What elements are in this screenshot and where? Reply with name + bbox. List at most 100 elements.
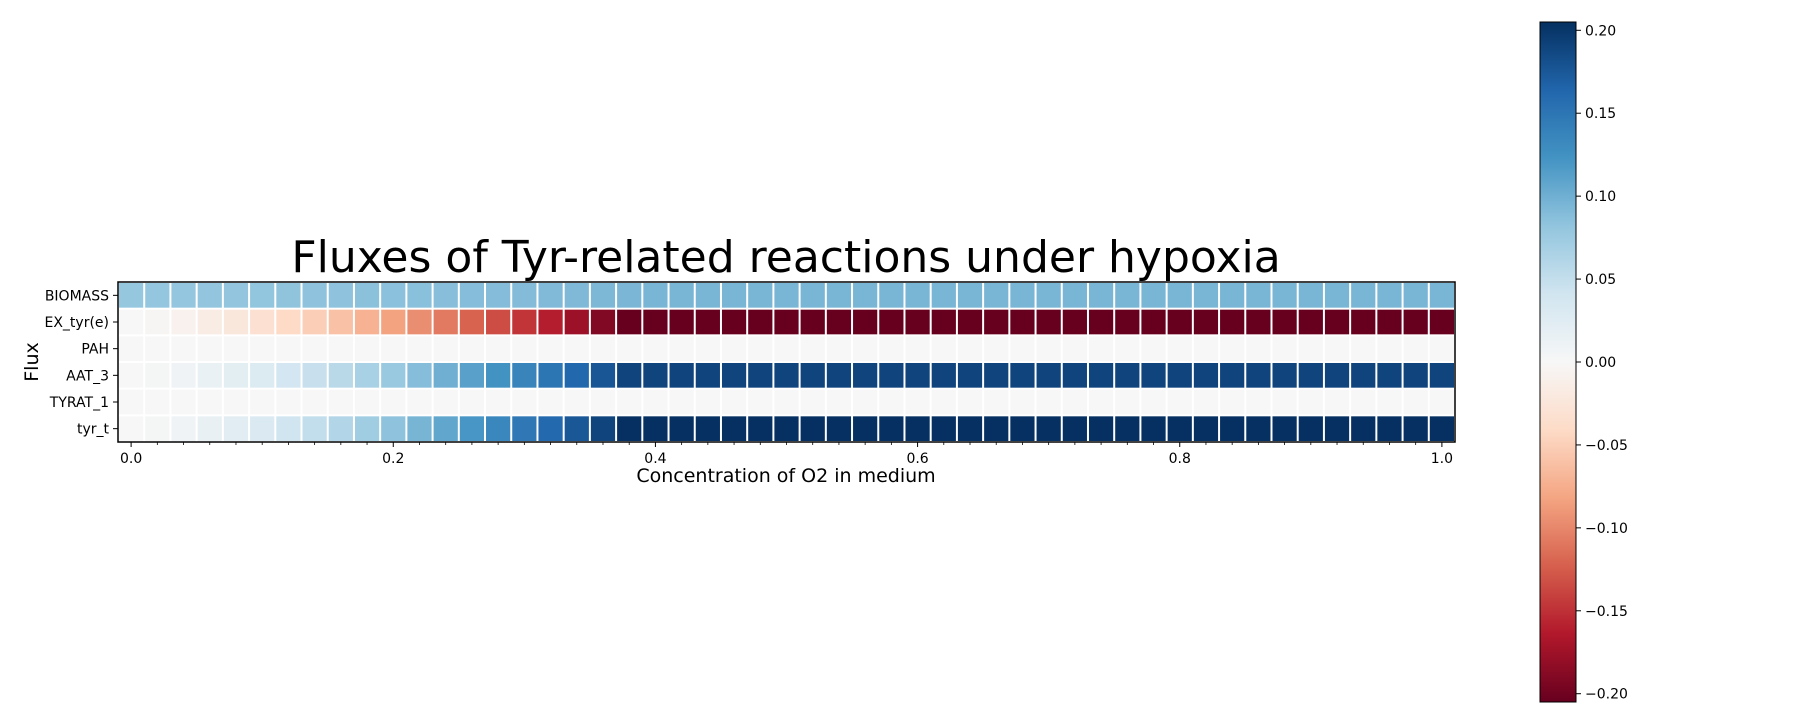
x-tick-label: 0.8 bbox=[1169, 451, 1191, 467]
heatmap-cell bbox=[1351, 363, 1376, 388]
heatmap-cell bbox=[328, 309, 353, 335]
heatmap-cell bbox=[1167, 336, 1192, 361]
x-axis-ticks: 0.0 0.2 0.4 0.6 0.8 1.0 bbox=[120, 442, 1453, 467]
heatmap-cell bbox=[354, 309, 380, 335]
heatmap-cell bbox=[381, 389, 406, 415]
heatmap-cell bbox=[1324, 363, 1350, 388]
heatmap-cell bbox=[774, 363, 799, 388]
heatmap-cell bbox=[1167, 389, 1192, 415]
heatmap-cell bbox=[459, 416, 485, 441]
heatmap-cell bbox=[905, 363, 930, 388]
heatmap-cell bbox=[748, 283, 773, 308]
heatmap-cell bbox=[1088, 309, 1114, 335]
heatmap-cell bbox=[905, 309, 930, 335]
heatmap-cell bbox=[774, 283, 799, 308]
colorbar bbox=[1539, 21, 1577, 703]
heatmap-cell bbox=[1429, 309, 1454, 335]
heatmap-cell bbox=[1403, 363, 1428, 388]
heatmap-cell bbox=[1429, 283, 1454, 308]
heatmap-cell bbox=[381, 363, 406, 388]
heatmap-cell bbox=[984, 416, 1009, 441]
heatmap-cell bbox=[407, 283, 432, 308]
heatmap-cell bbox=[826, 283, 852, 308]
heatmap-cell bbox=[512, 389, 537, 415]
heatmap-cell bbox=[1115, 309, 1140, 335]
heatmap-cell bbox=[879, 363, 904, 388]
heatmap-cell bbox=[1298, 336, 1323, 361]
heatmap-cell bbox=[564, 363, 589, 388]
heatmap-cell bbox=[748, 336, 773, 361]
heatmap-cell bbox=[486, 416, 511, 441]
heatmap-cell bbox=[1272, 389, 1297, 415]
heatmap-cell bbox=[1429, 416, 1454, 441]
heatmap-cell bbox=[302, 336, 327, 361]
heatmap-cell bbox=[512, 416, 537, 441]
heatmap-cell bbox=[1036, 309, 1061, 335]
heatmap-cell bbox=[1141, 416, 1166, 441]
heatmap-cell bbox=[302, 363, 327, 388]
heatmap-cell bbox=[119, 336, 144, 361]
x-tick-label: 0.0 bbox=[120, 451, 142, 467]
heatmap-cell bbox=[381, 416, 406, 441]
heatmap-cell bbox=[171, 416, 196, 441]
heatmap-cell bbox=[145, 389, 170, 415]
heatmap-cell bbox=[931, 309, 956, 335]
heatmap-cell bbox=[590, 336, 616, 361]
heatmap-cell bbox=[119, 416, 144, 441]
heatmap-cell bbox=[223, 283, 249, 308]
heatmap-cell bbox=[381, 283, 406, 308]
heatmap-cell bbox=[748, 363, 773, 388]
heatmap-cell bbox=[119, 389, 144, 415]
heatmap-cell bbox=[1220, 336, 1245, 361]
heatmap-cell bbox=[643, 283, 668, 308]
colorbar-tick-label: −0.15 bbox=[1585, 604, 1628, 620]
colorbar-ticks: 0.20 0.15 0.10 0.05 0.00 −0.05 −0.10 −0.15 −0.20 bbox=[1576, 23, 1628, 703]
heatmap-cell bbox=[957, 336, 983, 361]
heatmap-cell bbox=[984, 363, 1009, 388]
heatmap-cell bbox=[486, 309, 511, 335]
heatmap-cell bbox=[223, 416, 249, 441]
heatmap-cell bbox=[197, 283, 222, 308]
heatmap-cell bbox=[1167, 416, 1192, 441]
heatmap-cell bbox=[512, 363, 537, 388]
heatmap-cell bbox=[905, 283, 930, 308]
heatmap-cell bbox=[1141, 336, 1166, 361]
heatmap-cell bbox=[1036, 389, 1061, 415]
heatmap-cell bbox=[984, 389, 1009, 415]
heatmap-cell bbox=[145, 283, 170, 308]
heatmap-cell bbox=[486, 363, 511, 388]
heatmap-cell bbox=[826, 363, 852, 388]
heatmap-cell bbox=[1351, 309, 1376, 335]
heatmap-cell bbox=[1403, 336, 1428, 361]
heatmap-cell bbox=[145, 336, 170, 361]
heatmap-cell bbox=[1115, 416, 1140, 441]
heatmap-cell bbox=[1429, 336, 1454, 361]
heatmap-cell bbox=[538, 389, 563, 415]
heatmap-cell bbox=[800, 309, 825, 335]
heatmap-cell bbox=[1246, 416, 1271, 441]
heatmap-cell bbox=[800, 363, 825, 388]
heatmap-cell bbox=[721, 283, 747, 308]
heatmap-cell bbox=[250, 309, 275, 335]
plot-background bbox=[118, 282, 1455, 442]
heatmap-cell bbox=[354, 389, 380, 415]
heatmap-cell bbox=[905, 336, 930, 361]
heatmap-cell bbox=[721, 389, 747, 415]
heatmap-cell bbox=[695, 389, 720, 415]
heatmap-cell bbox=[1115, 363, 1140, 388]
heatmap-cell bbox=[1220, 363, 1245, 388]
heatmap-cell bbox=[486, 283, 511, 308]
heatmap-cell bbox=[695, 309, 720, 335]
row-label: EX_tyr(e) bbox=[44, 315, 109, 331]
heatmap-cell bbox=[643, 309, 668, 335]
heatmap-cell bbox=[669, 389, 694, 415]
heatmap-cell bbox=[643, 416, 668, 441]
heatmap-cell bbox=[1088, 389, 1114, 415]
heatmap-cell bbox=[826, 389, 852, 415]
heatmap-cell bbox=[433, 309, 458, 335]
heatmap-cell bbox=[1220, 389, 1245, 415]
heatmap-cell bbox=[826, 309, 852, 335]
heatmap-cell bbox=[1036, 416, 1061, 441]
heatmap-cell bbox=[1062, 389, 1087, 415]
